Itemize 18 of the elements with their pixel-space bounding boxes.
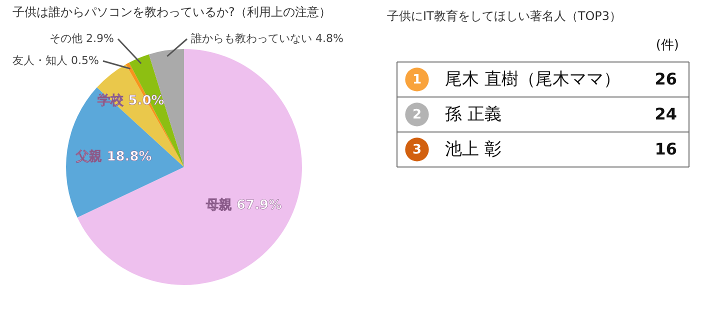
slice-label: 誰からも教わっていない 4.8% [191, 32, 344, 45]
slice-label: 母親 67.9% [204, 196, 282, 213]
slice-label: その他 2.9% [50, 32, 114, 45]
slice-label: 父親 18.8% [75, 148, 152, 164]
data-label: 26 [654, 70, 677, 88]
text: 子供にIT教育をしてほしい著名人（TOP3） [387, 9, 622, 23]
text: 3 [412, 142, 422, 158]
data-label: 24 [654, 104, 677, 124]
category-label: 池上 彰 [445, 140, 502, 160]
category-label: 孫 正義 [445, 104, 502, 124]
category-label: 尾木 直樹（尾木ママ） [445, 70, 620, 90]
slice-label: 友人・知人 0.5% [12, 54, 99, 67]
text: (件) [656, 38, 679, 53]
chart-title: 子供は誰からパソコンを教わっているか?（利用上の注意） [12, 5, 331, 19]
text: 1 [412, 72, 422, 88]
text: 2 [412, 108, 422, 122]
pie-slice [66, 87, 184, 218]
data-label: 16 [654, 140, 677, 158]
